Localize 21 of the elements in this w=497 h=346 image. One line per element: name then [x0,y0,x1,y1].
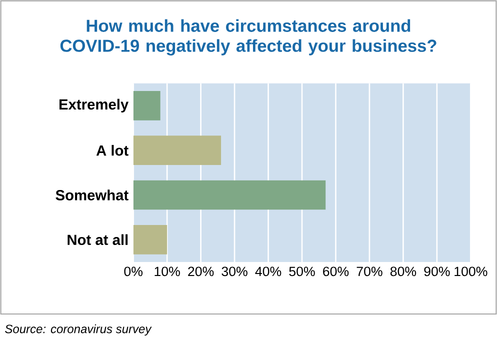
chart-title: How much have circumstances around COVID-19 negatively affected your business? [60,19,436,56]
x-tick-label: 40% [255,266,282,276]
y-tick-label: Not at all [68,234,128,246]
bar [133,91,160,120]
x-tick-label: 0% [124,266,143,276]
x-tick-label: 10% [154,266,180,276]
x-tick-label: 60% [323,266,349,276]
y-tick-label: Extremely [59,98,129,112]
bar [133,224,168,254]
y-tick-label: Somewhat [56,190,128,200]
bar [133,136,222,165]
x-tick-label: 70% [356,266,382,276]
x-tick-label: 90% [424,266,450,276]
x-tick-label: 100% [454,266,488,276]
source-note: Source: coronavirus survey [5,324,152,336]
x-tick-label: 80% [390,266,416,276]
x-tick-label: 20% [188,266,214,276]
x-tick-label: 50% [289,266,315,276]
y-tick-label: A lot [96,144,128,156]
bar [133,180,326,210]
x-tick-label: 30% [222,266,248,276]
